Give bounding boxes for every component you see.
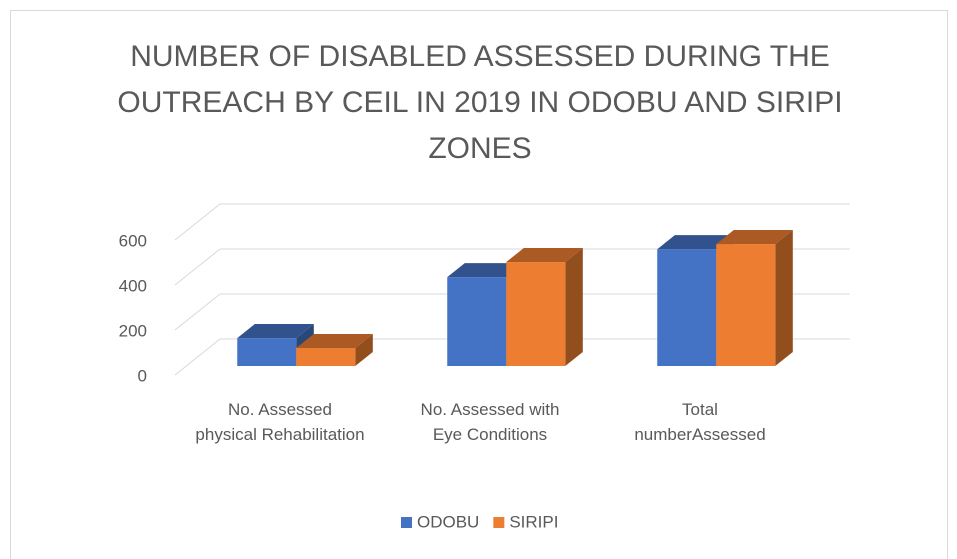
bar: [506, 248, 583, 366]
bar-front: [447, 277, 507, 366]
bar-top: [657, 235, 734, 250]
bar-side: [355, 333, 373, 366]
legend-label: ODOBU: [417, 512, 479, 531]
grid-line: [174, 203, 850, 241]
x-tick-label: No. Assessed physical Rehabilitation: [195, 400, 365, 444]
bar-side: [565, 248, 583, 366]
grid-line-side: [174, 248, 221, 286]
y-tick-label: 400: [119, 276, 147, 295]
bar-top: [447, 263, 524, 278]
y-tick-label: 200: [119, 321, 147, 340]
y-tick-label: 600: [119, 231, 147, 250]
chart-border: [10, 10, 948, 559]
bar-front: [237, 338, 297, 366]
bar-top: [506, 248, 583, 263]
legend-swatch: [401, 517, 412, 528]
legend-swatch: [493, 517, 505, 528]
bar-front: [506, 262, 566, 366]
grid-line-side: [174, 338, 221, 376]
legend-label: SIRIPI: [509, 512, 558, 531]
chart-title: NUMBER OF DISABLED ASSESSED DURING THE O…: [117, 40, 843, 165]
y-tick-label: 0: [138, 366, 147, 385]
bar-side: [775, 230, 793, 366]
bar: [237, 324, 314, 366]
bar-front: [716, 244, 776, 366]
bar-front: [296, 348, 356, 366]
x-tick-label: Total numberAssessed: [634, 400, 766, 444]
bar-top: [716, 230, 793, 245]
bar: [716, 230, 793, 366]
bar-front: [657, 249, 717, 366]
bar-top: [296, 333, 373, 348]
bar-top: [237, 324, 314, 339]
bar: [296, 333, 373, 366]
grid-line-side: [174, 293, 221, 331]
x-tick-label: No. Assessed with Eye Conditions: [420, 400, 560, 444]
grid-line-side: [174, 203, 221, 241]
